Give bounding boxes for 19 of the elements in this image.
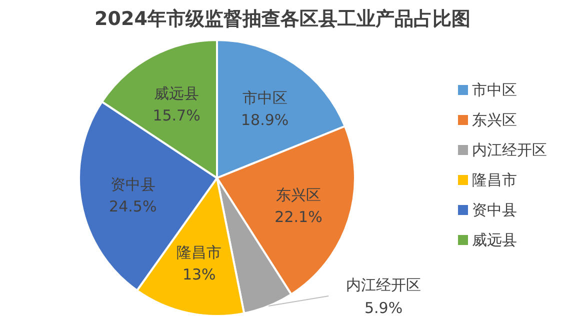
legend-label: 市中区 — [472, 80, 517, 98]
data-label: 15.7% — [152, 106, 200, 125]
slice-label: 内江经开区 — [346, 276, 422, 294]
data-label: 13% — [182, 266, 216, 284]
legend-label: 东兴区 — [472, 110, 517, 128]
data-label: 24.5% — [109, 198, 157, 216]
legend-label: 内江经开区 — [472, 140, 547, 158]
slice-label: 市中区 — [242, 89, 288, 108]
legend-label: 资中县 — [472, 200, 517, 218]
legend-label: 隆昌市 — [472, 170, 517, 188]
slice-label: 资中县 — [110, 176, 156, 194]
slice-label: 威远县 — [154, 84, 200, 103]
slice-label: 隆昌市 — [176, 244, 222, 262]
chart-title: 2024年市级监督抽查各区县工业产品占比图 — [94, 7, 472, 32]
legend-label: 威远县 — [472, 230, 517, 248]
slice-label: 东兴区 — [276, 186, 322, 204]
data-label: 22.1% — [274, 208, 322, 226]
data-label: 5.9% — [364, 299, 403, 318]
data-label: 18.9% — [241, 111, 289, 130]
